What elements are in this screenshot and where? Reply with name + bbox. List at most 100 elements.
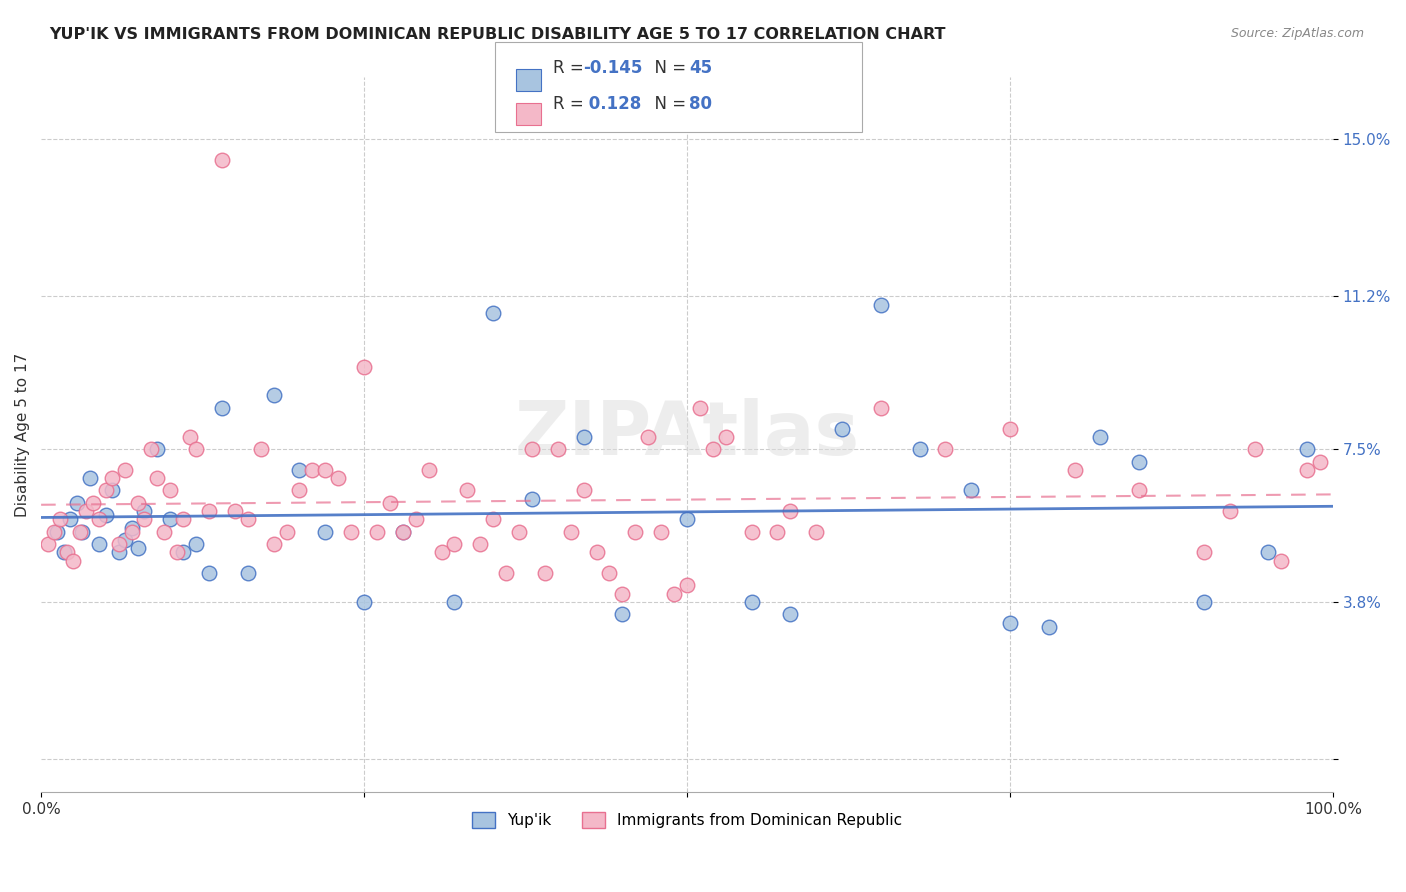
Y-axis label: Disability Age 5 to 17: Disability Age 5 to 17 (15, 352, 30, 516)
Point (146, 442, 169, 457)
Point (1309, 454, 1331, 468)
Point (1192, 595, 1215, 609)
Point (66, 496, 89, 510)
Point (766, 524, 789, 539)
Point (159, 512, 181, 526)
Point (236, 512, 259, 526)
Point (69, 524, 91, 539)
Text: N =: N = (644, 95, 692, 113)
Point (650, 524, 672, 539)
Point (470, 537, 492, 551)
Point (134, 512, 156, 526)
Point (741, 524, 763, 539)
Point (114, 463, 136, 477)
Point (89, 512, 111, 526)
Point (1270, 554, 1292, 568)
Text: -0.145: -0.145 (583, 60, 643, 78)
Point (172, 512, 194, 526)
Point (612, 587, 634, 601)
Point (443, 595, 465, 609)
Point (107, 545, 129, 559)
Point (340, 524, 363, 539)
Point (101, 483, 124, 498)
Point (1244, 442, 1267, 457)
Point (831, 421, 853, 435)
Point (353, 359, 375, 374)
Point (288, 483, 311, 498)
Point (405, 512, 427, 526)
Point (166, 545, 188, 559)
Point (572, 430, 595, 444)
Point (998, 615, 1021, 630)
Point (146, 471, 169, 485)
Point (443, 537, 465, 551)
Point (1128, 454, 1150, 468)
Point (89, 537, 111, 551)
Point (314, 463, 336, 477)
Point (121, 521, 143, 535)
Point (534, 566, 557, 580)
Text: 45: 45 (689, 60, 711, 78)
Point (301, 463, 323, 477)
Point (1090, 430, 1112, 444)
Point (495, 566, 517, 580)
Point (508, 524, 530, 539)
Point (960, 483, 983, 498)
Point (378, 496, 401, 510)
Point (869, 297, 891, 311)
Point (741, 595, 763, 609)
Point (45, 524, 67, 539)
Text: R =: R = (553, 60, 589, 78)
Point (127, 496, 149, 510)
Point (58, 512, 80, 526)
Text: R =: R = (553, 95, 589, 113)
Text: 80: 80 (689, 95, 711, 113)
Point (153, 524, 176, 539)
Point (1296, 442, 1319, 457)
Point (520, 491, 543, 506)
Point (482, 512, 505, 526)
Point (42, 524, 65, 539)
Legend: Yup'ik, Immigrants from Dominican Republic: Yup'ik, Immigrants from Dominican Republ… (465, 806, 908, 834)
Point (702, 442, 724, 457)
Point (998, 421, 1021, 435)
Point (430, 545, 453, 559)
Point (1128, 483, 1150, 498)
Point (314, 524, 336, 539)
Point (139, 442, 162, 457)
Point (1219, 504, 1241, 518)
Point (288, 463, 311, 477)
Point (211, 153, 233, 167)
Point (75, 504, 97, 518)
Point (598, 566, 620, 580)
Text: N =: N = (644, 60, 692, 78)
Point (94, 508, 117, 523)
Point (908, 442, 931, 457)
Point (779, 607, 801, 622)
Text: Source: ZipAtlas.com: Source: ZipAtlas.com (1230, 27, 1364, 40)
Point (934, 442, 956, 457)
Point (94, 483, 117, 498)
Point (127, 541, 149, 556)
Point (37, 537, 59, 551)
Point (1296, 463, 1319, 477)
Point (624, 524, 647, 539)
Point (1038, 620, 1060, 634)
Point (82, 496, 104, 510)
Point (637, 430, 659, 444)
Point (224, 504, 246, 518)
Point (585, 545, 607, 559)
Point (328, 471, 350, 485)
Point (101, 471, 124, 485)
Point (72, 524, 94, 539)
Point (184, 442, 207, 457)
Point (560, 524, 582, 539)
Point (714, 430, 737, 444)
Point (520, 442, 543, 457)
Point (482, 306, 505, 320)
Point (676, 578, 699, 592)
Point (49, 512, 72, 526)
Point (198, 566, 221, 580)
Point (676, 512, 699, 526)
Point (662, 587, 685, 601)
